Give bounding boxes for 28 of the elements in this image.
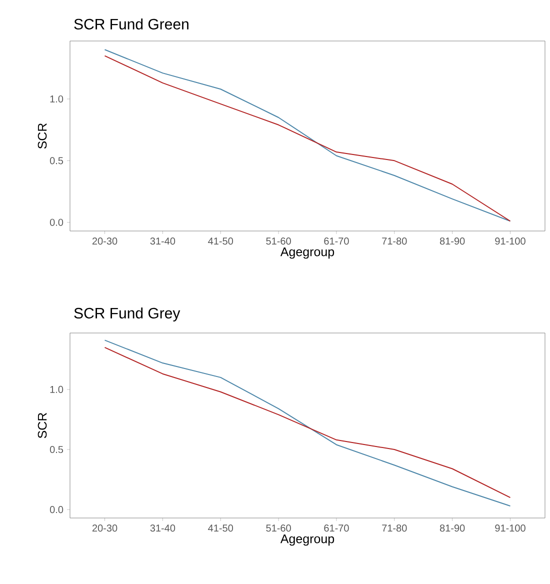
x-tick-label: 31-40 bbox=[150, 524, 176, 532]
x-axis-title: Agegroup bbox=[280, 247, 334, 259]
x-tick-label: 81-90 bbox=[440, 524, 465, 532]
x-tick-label: 81-90 bbox=[440, 238, 465, 245]
y-axis-title: SCR bbox=[38, 412, 47, 438]
chart-title: SCR Fund Green bbox=[74, 18, 188, 30]
chart-title: SCR Fund Grey bbox=[74, 307, 180, 322]
x-axis-title: Agegroup bbox=[280, 534, 334, 546]
x-tick-label: 31-40 bbox=[150, 238, 176, 245]
y-tick-label: 0.0 bbox=[50, 506, 64, 514]
x-tick-label: 91-100 bbox=[495, 524, 526, 532]
x-tick-label: 91-100 bbox=[495, 238, 526, 245]
x-tick-label: 71-80 bbox=[382, 524, 407, 532]
x-tick-label: 41-50 bbox=[208, 524, 234, 532]
x-tick-label: 41-50 bbox=[208, 238, 234, 245]
x-tick-label: 71-80 bbox=[382, 238, 407, 245]
y-axis-title: SCR bbox=[38, 123, 47, 149]
y-tick-label: 1.0 bbox=[50, 386, 64, 393]
y-tick-label: 1.0 bbox=[50, 95, 64, 103]
y-tick-label: 0.5 bbox=[50, 446, 64, 454]
x-tick-label: 20-30 bbox=[92, 524, 118, 532]
x-tick-label: 61-70 bbox=[324, 524, 349, 532]
y-tick-label: 0.5 bbox=[50, 157, 64, 164]
x-tick-label: 51-60 bbox=[266, 238, 291, 245]
x-tick-label: 20-30 bbox=[92, 238, 118, 245]
x-tick-label: 51-60 bbox=[266, 524, 291, 532]
y-tick-label: 0.0 bbox=[50, 218, 64, 226]
x-tick-label: 61-70 bbox=[324, 238, 349, 245]
